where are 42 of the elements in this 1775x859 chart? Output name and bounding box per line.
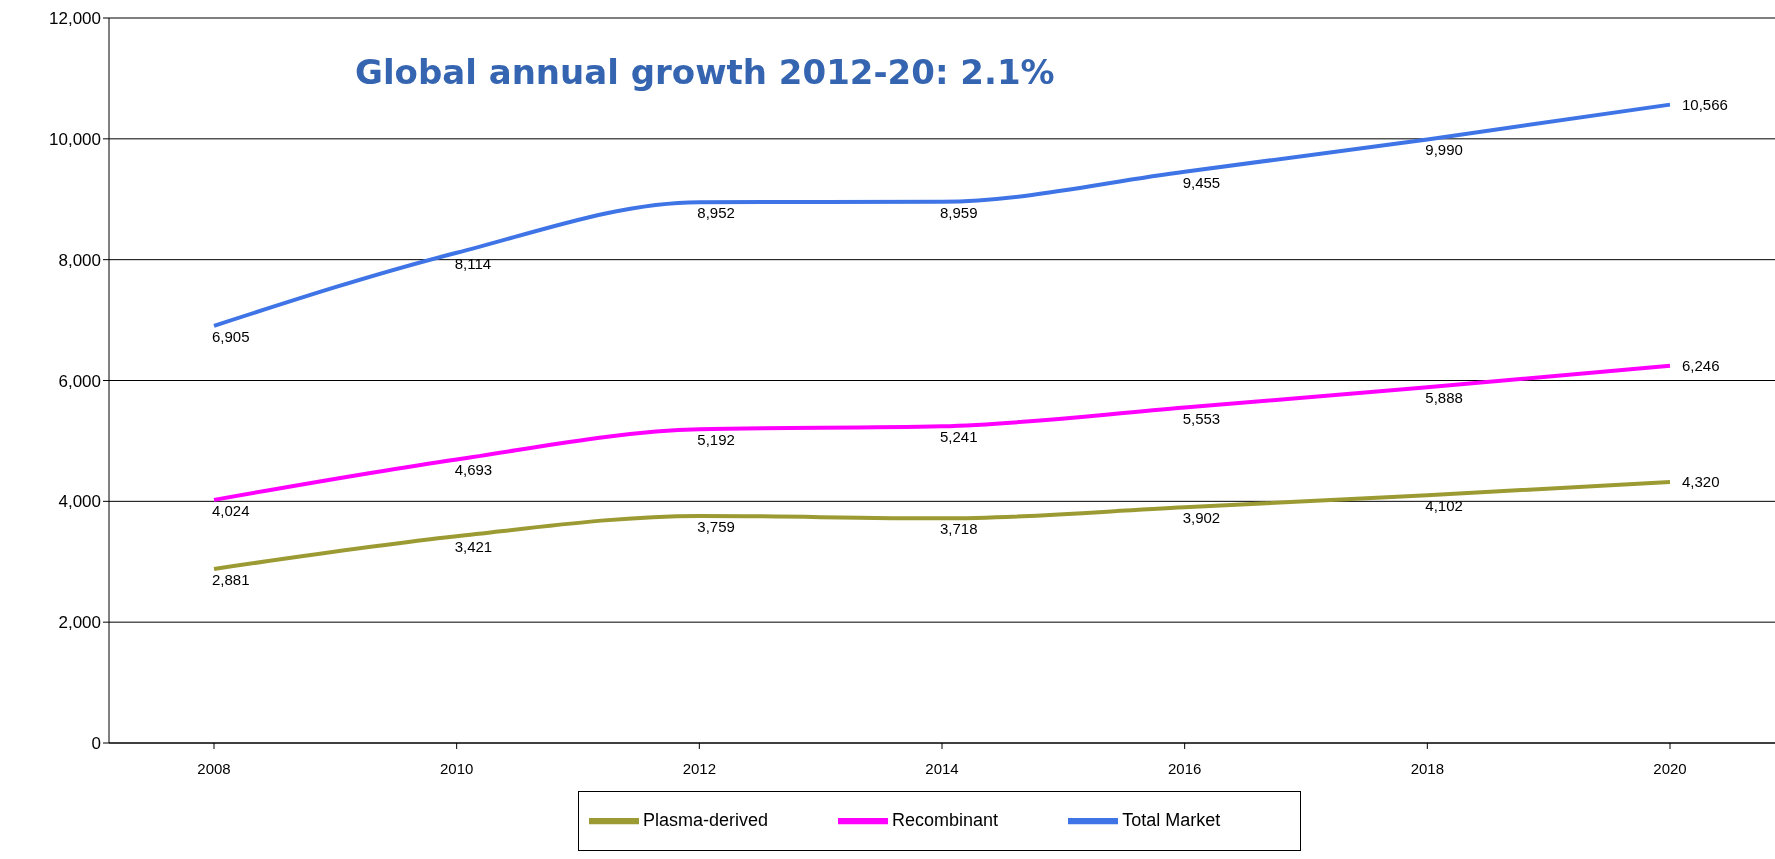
x-tick-label: 2020 (1653, 759, 1687, 777)
y-tick-label: 6,000 (58, 371, 101, 391)
y-tick-label: 0 (91, 734, 101, 754)
y-tick-label: 4,000 (58, 492, 101, 512)
x-tick-label: 2008 (197, 759, 231, 777)
x-tick-label: 2016 (1167, 759, 1202, 777)
data-label: 5,888 (1425, 389, 1463, 407)
data-label: 8,114 (454, 254, 492, 272)
y-tick-label: 12,000 (49, 9, 101, 29)
data-label: 5,192 (697, 431, 735, 449)
data-label: 6,246 (1682, 356, 1720, 374)
x-tick-label: 2012 (682, 759, 717, 777)
data-label: 2,881 (212, 570, 250, 588)
y-tick-label: 10,000 (49, 129, 101, 149)
line-series (212, 102, 1672, 328)
data-label: 3,718 (940, 520, 978, 538)
line-series (212, 480, 1672, 571)
data-label: 8,959 (940, 203, 978, 221)
x-tick-label: 2014 (925, 759, 959, 777)
data-label: 5,241 (940, 428, 978, 446)
legend-label: Recombinant (892, 809, 999, 830)
data-label: 4,024 (212, 501, 250, 519)
y-tick-label: 8,000 (58, 250, 101, 270)
x-tick-label: 2010 (439, 759, 474, 777)
text: Global annual growth 2012-20: 2.1% (355, 52, 1055, 92)
data-label: 10,566 (1682, 95, 1728, 113)
data-label: 9,990 (1425, 141, 1463, 159)
data-label: 8,952 (697, 204, 735, 222)
data-label: 9,455 (1182, 173, 1221, 191)
legend-label: Plasma-derived (643, 809, 769, 830)
x-tick-label: 2018 (1410, 759, 1445, 777)
data-label: 3,759 (697, 517, 735, 535)
data-label: 4,102 (1425, 497, 1463, 515)
data-label: 4,320 (1682, 473, 1720, 490)
data-label: 5,553 (1182, 409, 1221, 427)
data-label: 4,693 (454, 461, 493, 479)
line-series (212, 363, 1672, 502)
y-tick-label: 2,000 (58, 613, 101, 633)
data-label: 6,905 (212, 327, 250, 345)
data-label: 3,421 (454, 538, 493, 556)
data-label: 3,902 (1182, 509, 1221, 527)
legend-label: Total Market (1122, 809, 1221, 830)
